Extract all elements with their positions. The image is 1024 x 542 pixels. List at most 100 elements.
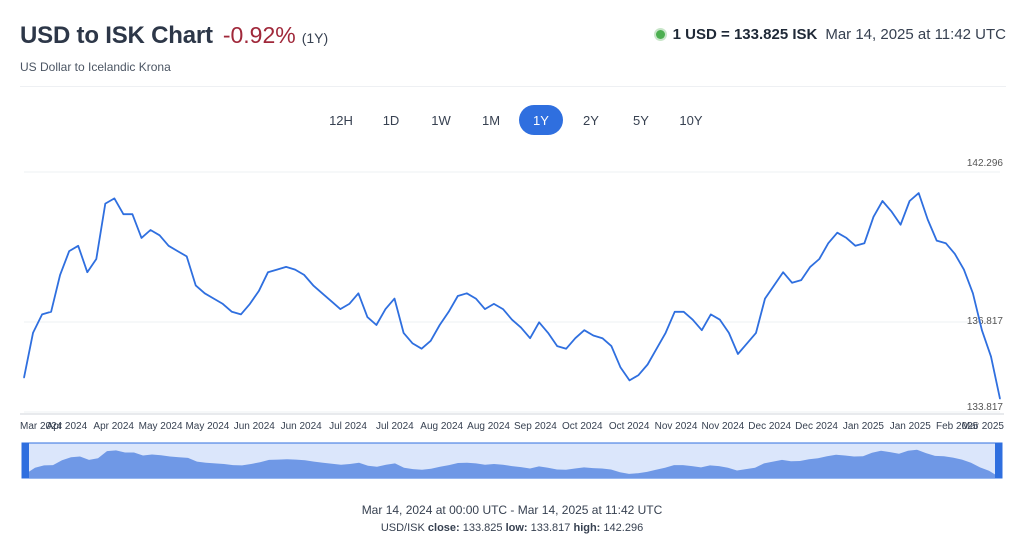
data-point [104,203,106,205]
data-point [167,245,170,247]
period-label: (1Y) [301,30,329,46]
data-point [755,332,757,334]
live-dot-icon [655,30,665,39]
x-tick-label: Jul 2024 [329,421,367,432]
data-point [601,337,603,339]
data-point [240,313,242,316]
range-selector: 12H 1D 1W 1M 1Y 2Y 5Y 10Y [316,105,716,135]
range-button-1d[interactable]: 1D [366,105,416,135]
x-tick-label: Jan 2025 [843,421,885,432]
data-point [610,345,613,347]
data-point [881,200,884,202]
data-point [674,311,676,313]
data-point [665,332,667,334]
data-point [204,292,206,294]
x-tick-label: Mar 2024 [20,421,63,432]
range-button-10y[interactable]: 10Y [666,105,716,135]
data-point [574,337,576,339]
data-point [818,258,820,260]
data-point [113,197,115,199]
data-point [565,348,567,350]
x-tick-label: May 2024 [185,421,229,432]
data-point [448,311,450,313]
data-point [872,216,875,218]
data-point [890,210,893,213]
data-point [285,266,287,268]
data-point [258,290,260,292]
data-point [945,242,947,244]
data-point [312,284,314,287]
data-point [710,313,712,316]
range-button-2y[interactable]: 2Y [566,105,616,135]
x-tick-label: Sep 2024 [514,421,557,432]
range-button-1w[interactable]: 1W [416,105,466,135]
data-point [683,311,685,313]
data-point [348,303,350,305]
data-point [195,284,197,287]
range-button-12h[interactable]: 12H [316,105,366,135]
data-point [981,329,983,331]
data-point [140,237,143,239]
range-button-5y[interactable]: 5Y [616,105,666,135]
data-point [357,292,359,294]
data-point [59,274,61,276]
data-point [330,300,332,302]
data-point [384,308,387,310]
data-point [68,250,70,252]
data-point [746,342,748,345]
data-point [366,316,369,318]
x-tick-label: Aug 2024 [420,421,463,432]
data-point [845,237,847,239]
data-point [41,313,43,316]
divider [20,86,1006,87]
x-tick-label: Apr 2024 [93,421,134,432]
range-button-1y[interactable]: 1Y [519,105,563,135]
data-point [800,279,802,281]
data-point [899,224,902,226]
data-point [963,268,965,271]
footer-low-label: low: [505,522,528,534]
data-point [484,308,486,310]
navigator-handle-left[interactable] [22,443,29,478]
navigator-handle-right[interactable] [995,443,1002,478]
footer-stats: USD/ISK close: 133.825 low: 133.817 high… [0,522,1024,534]
data-point [538,321,540,323]
x-tick-label: Feb 2025 [936,421,979,432]
rate-time: Mar 14, 2025 at 11:42 UTC [825,26,1006,43]
navigator-area [26,449,998,478]
data-point [936,239,938,242]
data-point [592,334,594,337]
data-point [827,242,829,244]
x-tick-label: Apr 2024 [47,421,88,432]
x-tick-label: Oct 2024 [609,421,650,432]
data-point [773,284,775,287]
x-tick-label: Jun 2024 [234,421,276,432]
footer-pair: USD/ISK [380,522,425,534]
data-point [186,255,188,257]
data-point [267,271,269,273]
x-tick-label: Aug 2024 [467,421,510,432]
range-button-1m[interactable]: 1M [466,105,516,135]
data-point [122,213,125,215]
data-point [86,271,88,273]
y-axis-label: 136.817 [967,316,1004,327]
data-point [222,303,224,305]
data-point [50,311,52,313]
data-point [149,229,152,231]
data-point [918,192,920,194]
footer-high: 142.296 [603,522,644,534]
data-point [764,297,766,300]
data-point [421,348,423,350]
data-point [583,329,585,331]
live-rate: 1 USD = 133.825 ISK Mar 14, 2025 at 11:4… [655,26,1006,43]
data-point [466,292,468,294]
page-subtitle: US Dollar to Icelandic Krona [20,60,171,74]
data-point [321,292,323,294]
footer-low: 133.817 [530,522,571,534]
change-percent: -0.92% [222,22,296,48]
x-tick-label: Nov 2024 [655,421,698,432]
x-tick-label: Jun 2024 [281,421,323,432]
data-point [547,332,549,334]
data-point [927,218,929,221]
